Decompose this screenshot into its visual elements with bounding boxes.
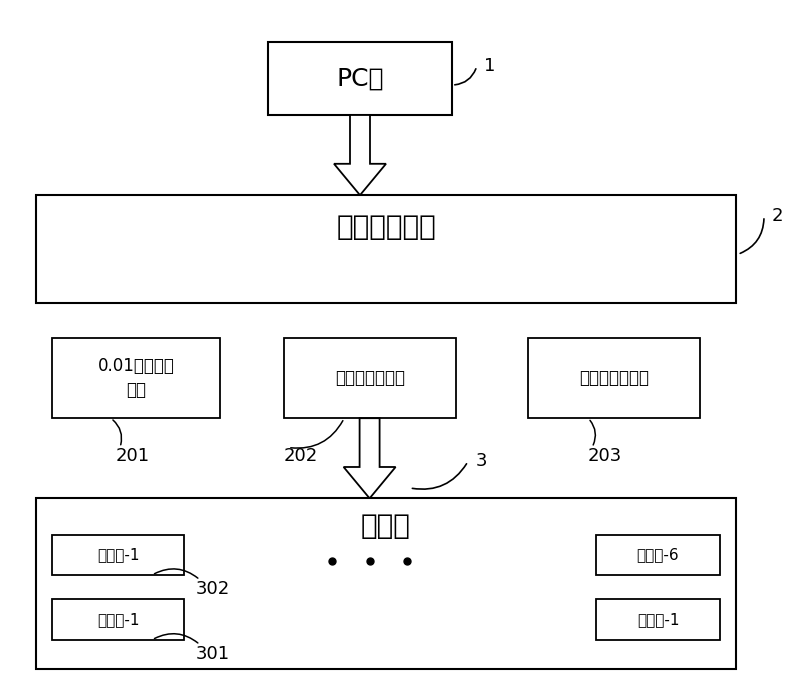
Text: PC机: PC机 bbox=[336, 66, 384, 91]
Text: 203: 203 bbox=[588, 447, 622, 466]
Text: 201: 201 bbox=[116, 447, 150, 466]
Polygon shape bbox=[344, 418, 396, 498]
Bar bbox=[596, 599, 720, 640]
Text: 2: 2 bbox=[772, 207, 783, 225]
Text: 202: 202 bbox=[284, 447, 318, 466]
Bar bbox=[528, 338, 700, 418]
Bar bbox=[284, 338, 456, 418]
Text: 多路通信服务器: 多路通信服务器 bbox=[335, 369, 405, 387]
Bar bbox=[36, 498, 736, 669]
Bar bbox=[36, 195, 736, 303]
Text: 自动校准装置: 自动校准装置 bbox=[336, 213, 436, 240]
Text: 误差板-1: 误差板-1 bbox=[97, 547, 139, 562]
Text: 1: 1 bbox=[484, 57, 495, 75]
Bar bbox=[268, 42, 452, 115]
Text: 三相程控功率源: 三相程控功率源 bbox=[579, 369, 649, 387]
Text: 3: 3 bbox=[476, 452, 487, 470]
Bar bbox=[52, 535, 184, 575]
Text: 301: 301 bbox=[196, 645, 230, 663]
Text: 待校表-1: 待校表-1 bbox=[637, 612, 679, 627]
Bar bbox=[596, 535, 720, 575]
Text: 302: 302 bbox=[196, 580, 230, 598]
Text: 挂表台: 挂表台 bbox=[361, 512, 411, 540]
Text: 待校表-1: 待校表-1 bbox=[97, 612, 139, 627]
Text: 0.01级标准电
能表: 0.01级标准电 能表 bbox=[98, 358, 174, 399]
Bar bbox=[52, 599, 184, 640]
Polygon shape bbox=[334, 115, 386, 195]
Bar bbox=[52, 338, 220, 418]
Text: 误差板-6: 误差板-6 bbox=[637, 547, 679, 562]
